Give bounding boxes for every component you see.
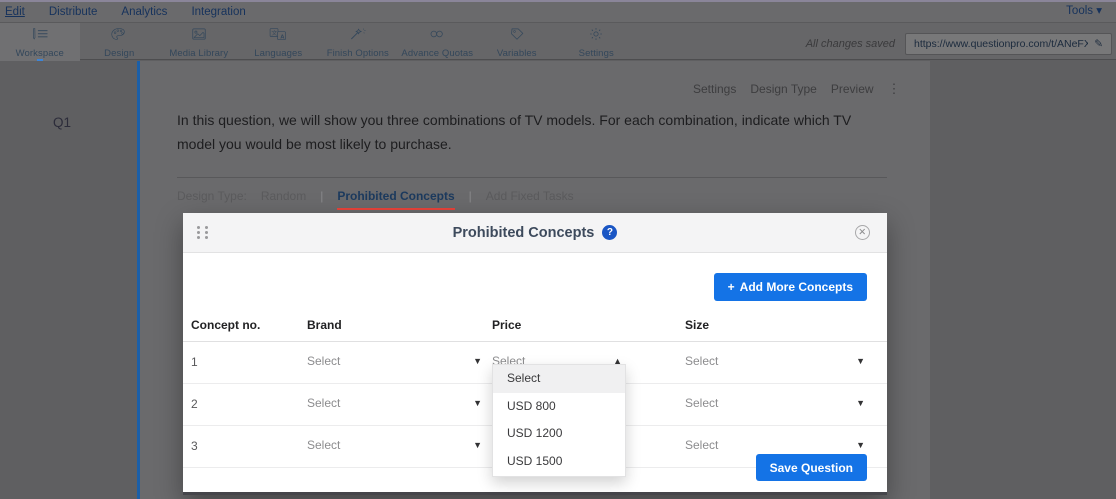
- svg-text:文: 文: [272, 29, 278, 37]
